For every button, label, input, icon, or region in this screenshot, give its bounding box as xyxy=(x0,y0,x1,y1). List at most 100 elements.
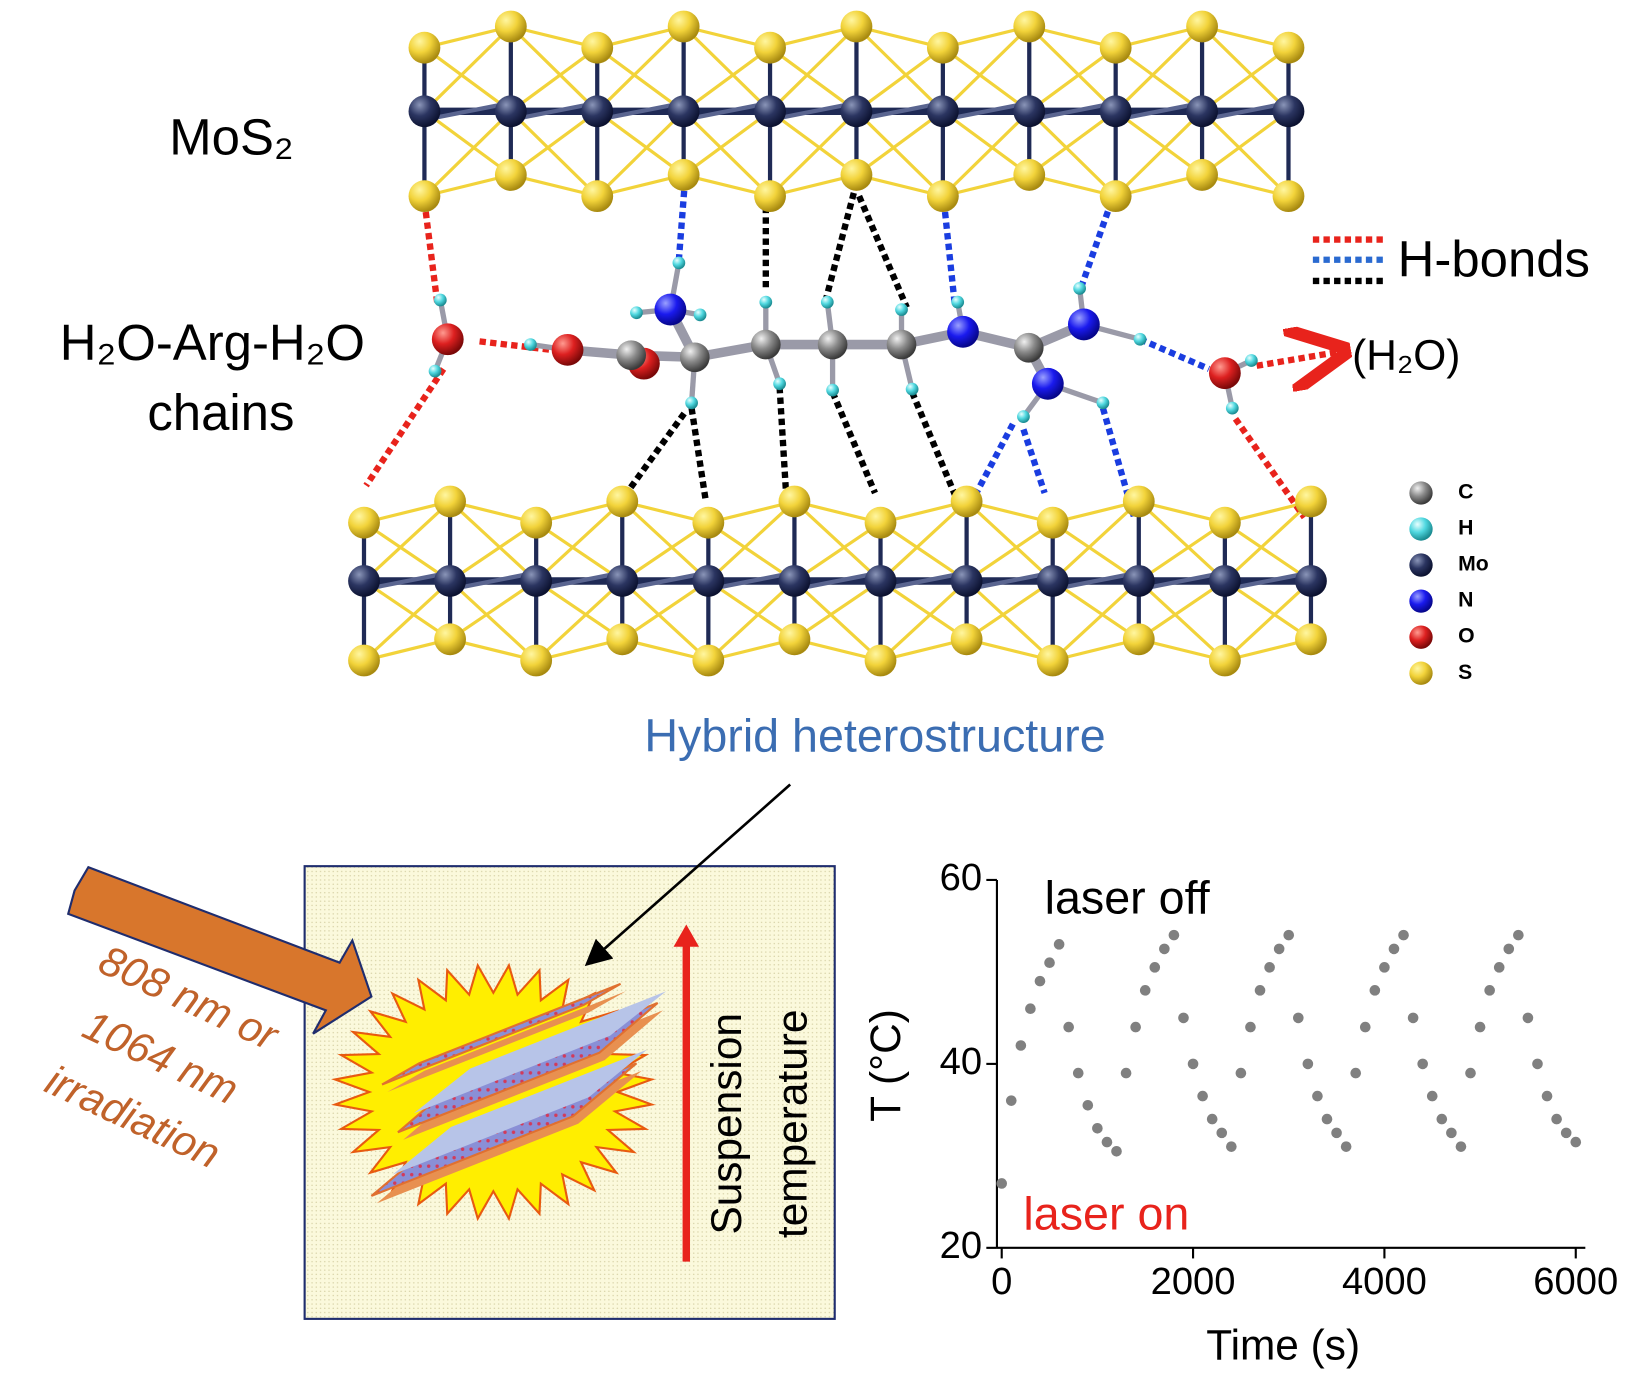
bond xyxy=(620,499,710,583)
bond xyxy=(768,109,859,177)
data-point xyxy=(1159,943,1170,955)
atom xyxy=(667,10,700,43)
bond xyxy=(1137,521,1227,583)
atom xyxy=(820,295,834,309)
bond xyxy=(362,521,452,583)
y-axis-label: T (°C) xyxy=(862,1009,909,1122)
atom xyxy=(581,95,614,128)
atom xyxy=(754,31,786,64)
atom xyxy=(434,565,466,597)
h-bond xyxy=(822,192,857,303)
bond xyxy=(706,521,797,583)
bond xyxy=(768,46,859,113)
bond xyxy=(1027,24,1118,113)
atom xyxy=(1186,10,1218,43)
h-bond xyxy=(1020,428,1048,494)
water-label: (H₂O) xyxy=(1352,332,1460,379)
atom xyxy=(1208,644,1241,677)
data-point xyxy=(1493,962,1505,973)
bond xyxy=(965,579,1055,641)
molecular-structure: CH Mo NOS xyxy=(348,10,1489,685)
bond xyxy=(595,109,686,198)
data-point xyxy=(1130,1021,1141,1033)
atom xyxy=(692,644,725,677)
atom xyxy=(520,644,553,677)
data-point xyxy=(1560,1127,1572,1139)
atom xyxy=(1067,308,1100,341)
atom xyxy=(1208,506,1241,539)
data-point xyxy=(1455,1141,1467,1152)
suspension-text: Suspension temperature xyxy=(703,1010,816,1239)
bond xyxy=(1200,109,1291,177)
atom xyxy=(679,342,710,373)
data-point xyxy=(1235,1067,1247,1079)
x-tick-label: 0 xyxy=(991,1260,1012,1303)
atom xyxy=(630,306,643,320)
bond xyxy=(854,109,945,177)
legend-label: N xyxy=(1458,589,1473,612)
bond xyxy=(941,24,1031,113)
bond xyxy=(792,499,883,583)
atom xyxy=(1208,565,1241,597)
atom xyxy=(926,95,959,128)
bond xyxy=(1051,521,1141,583)
atom xyxy=(494,159,527,191)
atom xyxy=(520,506,553,539)
atom xyxy=(1295,565,1327,597)
data-point xyxy=(1293,1012,1304,1024)
data-point xyxy=(1120,1067,1132,1079)
atom xyxy=(947,315,979,348)
bond xyxy=(509,109,599,198)
h-bond xyxy=(675,190,688,260)
legend-swatch xyxy=(1409,589,1433,613)
atom xyxy=(778,623,811,656)
data-point xyxy=(1178,1012,1189,1024)
atom xyxy=(759,295,773,309)
bond xyxy=(1200,46,1291,113)
suspension-label: Suspension xyxy=(703,1013,750,1235)
bond xyxy=(1223,579,1313,641)
bond xyxy=(854,24,945,113)
bond xyxy=(1223,579,1313,663)
data-point xyxy=(1025,1003,1036,1015)
bond xyxy=(854,109,945,198)
bond xyxy=(448,499,538,583)
bond xyxy=(878,499,969,583)
atom xyxy=(1186,95,1218,128)
temperature-arrow-head xyxy=(673,924,700,947)
atom xyxy=(1272,180,1305,213)
bond xyxy=(965,499,1055,583)
data-point xyxy=(1111,1145,1122,1157)
atom xyxy=(494,10,527,43)
data-point xyxy=(1331,1127,1342,1139)
atom xyxy=(1295,485,1327,518)
atom xyxy=(348,506,380,539)
bond xyxy=(768,24,859,113)
bond xyxy=(1114,109,1204,198)
data-point xyxy=(1465,1067,1476,1079)
bond xyxy=(1223,499,1313,583)
atom xyxy=(494,95,527,128)
data-point xyxy=(1063,1021,1074,1033)
data-point xyxy=(1532,1058,1543,1070)
chain-label: H₂O-Arg-H₂O xyxy=(60,314,365,371)
atom xyxy=(1099,95,1132,128)
legend-label: Mo xyxy=(1458,553,1489,576)
data-point xyxy=(1216,1127,1228,1139)
bond xyxy=(534,499,624,583)
data-point xyxy=(1503,943,1515,955)
legend-label: O xyxy=(1458,625,1474,648)
atom xyxy=(667,95,700,128)
h-bond xyxy=(856,194,910,309)
atom xyxy=(1295,623,1327,656)
atom xyxy=(950,485,983,518)
h-bond xyxy=(688,407,709,499)
data-point xyxy=(1139,985,1151,996)
data-point xyxy=(1034,975,1046,987)
atom xyxy=(1013,10,1046,43)
annotation: laser off xyxy=(1045,871,1211,923)
bond xyxy=(534,579,624,663)
data-point xyxy=(1379,962,1390,973)
data-point xyxy=(1302,1058,1314,1070)
